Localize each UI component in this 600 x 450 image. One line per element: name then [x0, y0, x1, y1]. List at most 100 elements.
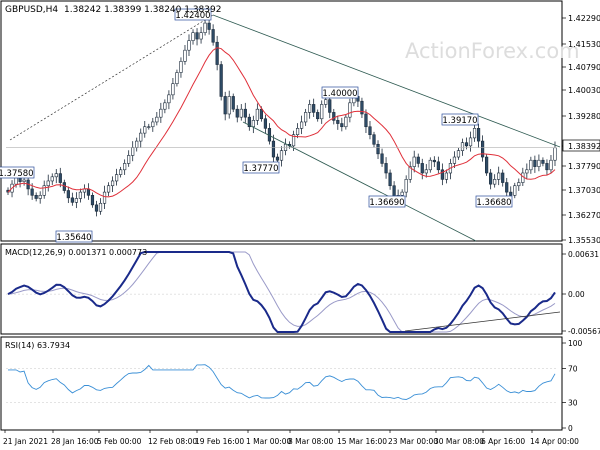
price-label-box [55, 230, 93, 243]
candle-body [159, 108, 163, 118]
symbol-label: GBPUSD,H4 [5, 5, 58, 15]
candle-body [432, 159, 436, 163]
candle-body [247, 116, 251, 128]
rsi-panel-frame [0, 336, 563, 431]
candle-body [472, 128, 477, 139]
y-tick-label: 1.37030 [568, 186, 600, 195]
candle-body [521, 172, 525, 183]
candle-body [468, 137, 473, 147]
candle-body [215, 41, 219, 65]
x-tick-label: 15 Mar 16:00 [337, 437, 387, 446]
candle-body [324, 99, 328, 105]
macd-layer [6, 251, 561, 333]
candle-body [203, 22, 207, 33]
candle-body [320, 104, 324, 120]
rsi-y-tick-label: 100 [568, 339, 583, 348]
candle-body [360, 100, 364, 115]
candle-body [263, 118, 268, 129]
y-tick-label: 1.37790 [568, 162, 600, 171]
candle-body [279, 150, 284, 161]
candle-body [131, 147, 135, 156]
candle-body [412, 156, 416, 167]
candle-body [58, 173, 62, 183]
candle-body [42, 185, 46, 196]
current-price-box [562, 139, 600, 152]
candle-body [90, 195, 95, 206]
candle-body [388, 172, 392, 187]
x-tick-label: 5 Feb 00:00 [97, 437, 142, 446]
moving-average-line [7, 47, 556, 198]
lower-channel-line [242, 121, 477, 242]
x-tick-label: 30 Mar 08:00 [434, 437, 484, 446]
rsi-y-tick-label: 30 [568, 399, 578, 408]
candle-body [115, 174, 119, 182]
candle-body [408, 166, 412, 180]
candle-body [127, 155, 131, 164]
y-tick-label: 1.35530 [568, 236, 600, 245]
candle-body [424, 169, 428, 174]
y-tick-label: 1.41530 [568, 40, 600, 49]
candle-body [70, 197, 74, 203]
candle-body [199, 32, 203, 40]
candle-body [476, 128, 481, 142]
candle-body [404, 179, 408, 193]
candle-body [493, 179, 497, 185]
price-panel-frame [0, 0, 563, 242]
candle-body [50, 176, 54, 182]
candle-body [195, 32, 199, 40]
candle-body [529, 159, 533, 171]
candle-body [102, 191, 107, 204]
x-tick-label: 8 Mar 08:00 [288, 437, 334, 446]
x-tick-label: 23 Mar 00:00 [388, 437, 438, 446]
candle-body [344, 116, 348, 128]
macd-trend-line [404, 311, 561, 332]
candle-body [179, 61, 183, 73]
candle-body [332, 112, 336, 121]
candle-body [191, 32, 195, 41]
rsi-line [8, 364, 556, 400]
candle-body [143, 126, 147, 134]
price-label: 1.37580 [0, 169, 34, 179]
candle-body [183, 49, 187, 62]
price-label: 1.40000 [322, 89, 357, 99]
price-layer: 1.42400 1.40000 1.39170 1.35640 1.37580 1.377… [0, 8, 561, 243]
candle-body [66, 190, 70, 199]
macd-panel-frame [0, 243, 563, 335]
candle-body [537, 159, 541, 167]
candle-body [501, 172, 505, 183]
candle-body [275, 156, 280, 161]
macd-line [7, 251, 556, 333]
candle-body [436, 161, 440, 171]
upper-channel-line [212, 14, 561, 148]
candle-body [464, 142, 469, 147]
candle-body [420, 163, 424, 174]
candle-body [259, 108, 263, 120]
candle-body [372, 134, 376, 145]
price-label: 1.37770 [243, 164, 278, 174]
candle-body [316, 112, 320, 120]
price-label-box [242, 161, 280, 174]
chart-header: GBPUSD,H4 1.38242 1.38399 1.38240 1.3839… [5, 5, 221, 15]
candle-body [30, 188, 34, 196]
candle-body [255, 108, 259, 121]
candle-body [497, 172, 501, 180]
candle-body [86, 188, 91, 196]
candle-body [416, 156, 420, 164]
candle-body [223, 96, 227, 115]
dotted-trend-line [9, 14, 214, 141]
candle-body [509, 191, 513, 196]
candle-body [123, 163, 127, 171]
macd-y-tick-label: 0.00 [568, 290, 585, 299]
x-tick-label: 1 Mar 00:00 [246, 437, 292, 446]
price-label: 1.39170 [442, 116, 477, 126]
candle-body [376, 143, 380, 155]
candle-body [271, 140, 276, 158]
candle-body [243, 108, 247, 118]
candle-body [219, 64, 223, 97]
candle-body [440, 169, 444, 180]
rsi-layer [6, 364, 557, 403]
price-label: 1.35640 [56, 233, 91, 243]
x-tick-label: 19 Feb 16:00 [195, 437, 244, 446]
macd-title: MACD(12,26,9) 0.001371 0.000773 [5, 248, 147, 257]
candle-body [553, 147, 557, 161]
